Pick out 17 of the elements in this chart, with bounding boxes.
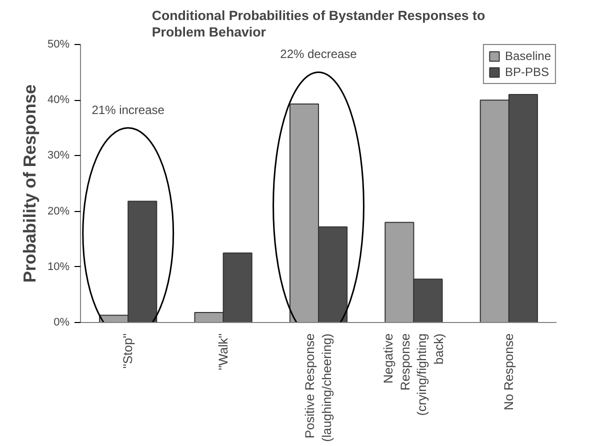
y-tick-label: 0% [54,316,70,328]
x-tick-label: No Response [502,334,516,410]
x-tick-label: "Walk" [216,334,230,370]
legend-label: BP-PBS [504,65,549,79]
legend-label: Baseline [504,49,551,63]
annotation: 22% decrease [280,47,358,62]
y-tick-label: 30% [47,150,70,162]
y-tick-label: 20% [47,205,70,218]
x-tick-label: "Stop" [121,333,136,369]
x-tick-label: Positive Response (laughing/cheering) [303,333,334,442]
y-axis-title: Probability of Response [19,84,40,283]
y-tick-label: 50% [47,38,70,50]
x-tick-label: Negative Response (crying/fighting back) [382,333,446,416]
chart-title: Conditional Probabilities of Bystander Responses to Problem Behavior [152,8,486,40]
y-tick-label: 40% [47,94,70,106]
y-tick-label: 10% [47,260,70,273]
annotation: 21% increase [92,102,165,117]
